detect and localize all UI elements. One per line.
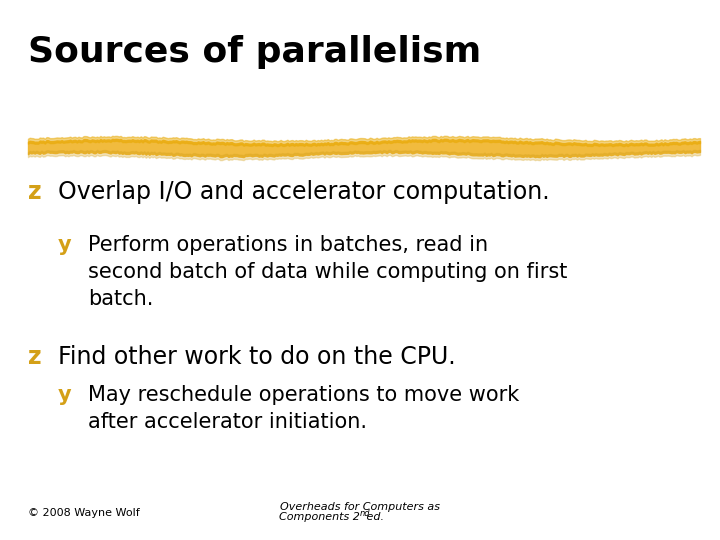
Text: y: y (58, 385, 71, 405)
Text: ed.: ed. (363, 512, 384, 522)
Text: © 2008 Wayne Wolf: © 2008 Wayne Wolf (28, 508, 140, 518)
Text: z: z (28, 180, 42, 204)
Text: Overheads for Computers as: Overheads for Computers as (280, 502, 440, 512)
Text: z: z (28, 345, 42, 369)
Text: Find other work to do on the CPU.: Find other work to do on the CPU. (58, 345, 456, 369)
Text: May reschedule operations to move work
after accelerator initiation.: May reschedule operations to move work a… (88, 385, 519, 432)
Text: nd: nd (360, 509, 371, 518)
Text: Overlap I/O and accelerator computation.: Overlap I/O and accelerator computation. (58, 180, 549, 204)
Text: Components 2: Components 2 (279, 512, 360, 522)
Text: Sources of parallelism: Sources of parallelism (28, 35, 481, 69)
Text: Perform operations in batches, read in
second batch of data while computing on f: Perform operations in batches, read in s… (88, 235, 567, 309)
Text: y: y (58, 235, 71, 255)
